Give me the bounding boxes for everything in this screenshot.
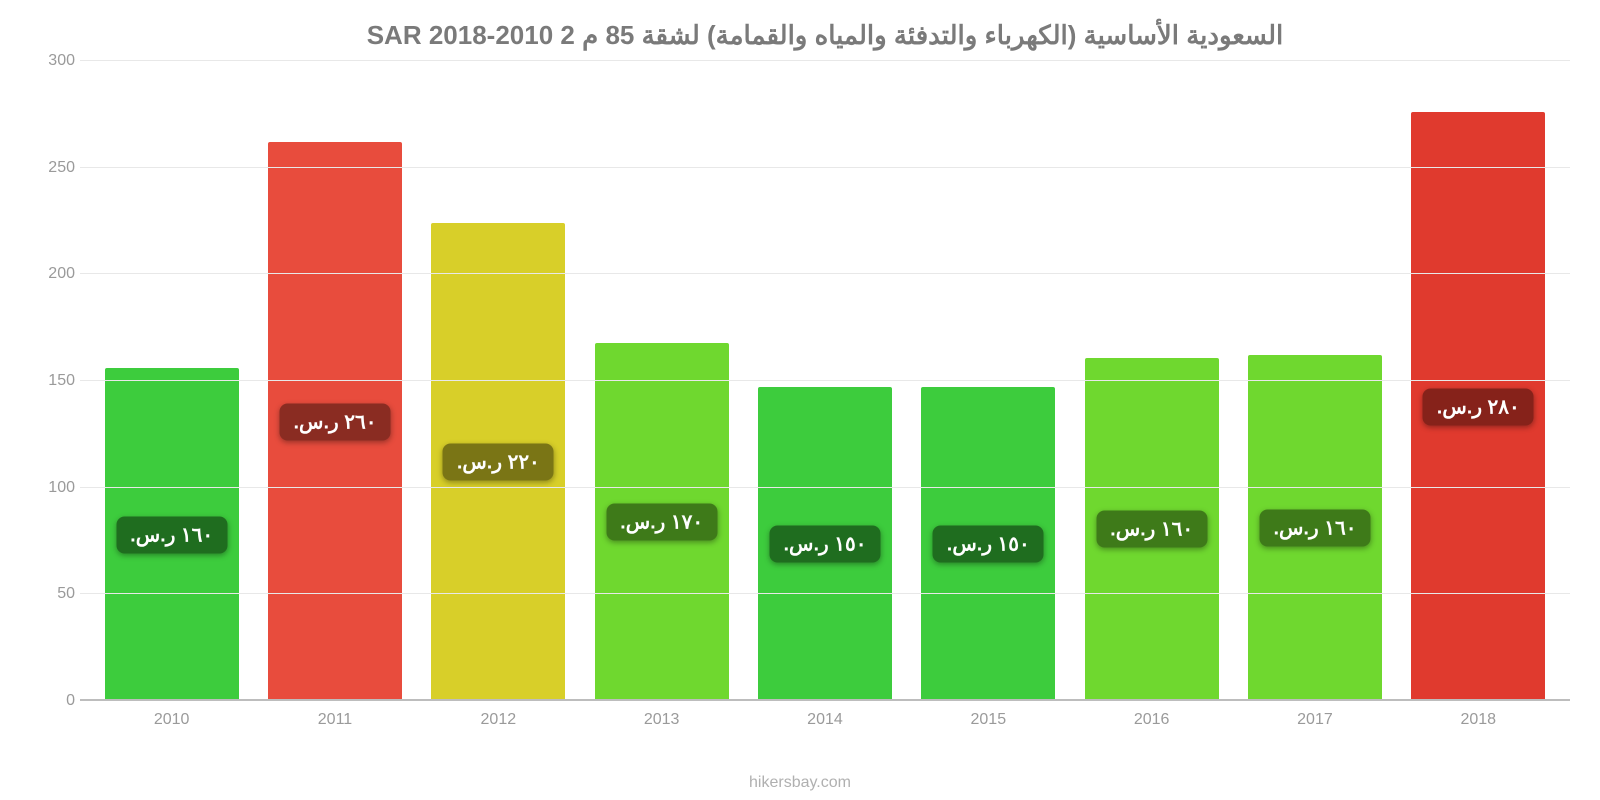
bar: ١٥٠ ر.س.‏ — [758, 387, 892, 701]
x-tick-label: 2011 — [318, 711, 352, 729]
bar-chart: السعودية الأساسية (الكهرباء والتدفئة وال… — [0, 0, 1600, 800]
chart-title: السعودية الأساسية (الكهرباء والتدفئة وال… — [80, 20, 1570, 51]
bar-slot: ١٦٠ ر.س.‏2016 — [1070, 61, 1233, 701]
bar-slot: ٢٨٠ ر.س.‏2018 — [1397, 61, 1560, 701]
bar-slot: ١٧٠ ر.س.‏2013 — [580, 61, 743, 701]
bar: ٢٢٠ ر.س.‏ — [431, 223, 565, 701]
bar: ١٦٠ ر.س.‏ — [1085, 358, 1219, 701]
bar: ١٦٠ ر.س.‏ — [105, 368, 239, 701]
y-axis: 050100150200250300 — [20, 61, 75, 701]
bar-value-label: ٢٢٠ ر.س.‏ — [443, 444, 554, 481]
bar-value-label: ١٦٠ ر.س.‏ — [1259, 510, 1370, 547]
grid-line — [80, 273, 1570, 274]
bar-slot: ١٥٠ ر.س.‏2014 — [743, 61, 906, 701]
bar-value-label: ١٥٠ ر.س.‏ — [769, 526, 880, 563]
x-tick-label: 2010 — [154, 711, 190, 729]
bar-value-label: ٢٨٠ ر.س.‏ — [1423, 388, 1534, 425]
x-tick-label: 2013 — [644, 711, 680, 729]
x-tick-label: 2014 — [807, 711, 843, 729]
grid-line — [80, 593, 1570, 594]
bar: ١٧٠ ر.س.‏ — [595, 343, 729, 701]
bar-value-label: ١٦٠ ر.س.‏ — [116, 516, 227, 553]
x-axis-baseline — [80, 699, 1570, 701]
bar-slot: ١٦٠ ر.س.‏2010 — [90, 61, 253, 701]
y-tick-label: 50 — [20, 585, 75, 603]
bar: ١٥٠ ر.س.‏ — [921, 387, 1055, 701]
x-tick-label: 2018 — [1460, 711, 1496, 729]
y-tick-label: 250 — [20, 159, 75, 177]
x-tick-label: 2012 — [481, 711, 517, 729]
grid-line — [80, 487, 1570, 488]
y-tick-label: 100 — [20, 479, 75, 497]
y-tick-label: 300 — [20, 52, 75, 70]
bar-value-label: ١٥٠ ر.س.‏ — [933, 526, 1044, 563]
bar-value-label: ١٧٠ ر.س.‏ — [606, 503, 717, 540]
plot-area: 050100150200250300 ١٦٠ ر.س.‏2010٢٦٠ ر.س.… — [80, 61, 1570, 701]
y-tick-label: 0 — [20, 692, 75, 710]
attribution: hikersbay.com — [749, 774, 851, 792]
bar-slot: ١٥٠ ر.س.‏2015 — [907, 61, 1070, 701]
x-tick-label: 2016 — [1134, 711, 1170, 729]
bar: ٢٨٠ ر.س.‏ — [1411, 112, 1545, 701]
bar-slot: ٢٢٠ ر.س.‏2012 — [417, 61, 580, 701]
bars-container: ١٦٠ ر.س.‏2010٢٦٠ ر.س.‏2011٢٢٠ ر.س.‏2012١… — [80, 61, 1570, 701]
bar-value-label: ١٦٠ ر.س.‏ — [1096, 511, 1207, 548]
bar-slot: ٢٦٠ ر.س.‏2011 — [253, 61, 416, 701]
bar-value-label: ٢٦٠ ر.س.‏ — [279, 403, 390, 440]
grid-line — [80, 60, 1570, 61]
grid-line — [80, 167, 1570, 168]
x-tick-label: 2015 — [971, 711, 1007, 729]
bar: ٢٦٠ ر.س.‏ — [268, 142, 402, 701]
y-tick-label: 200 — [20, 265, 75, 283]
grid-line — [80, 380, 1570, 381]
x-tick-label: 2017 — [1297, 711, 1333, 729]
bar: ١٦٠ ر.س.‏ — [1248, 355, 1382, 701]
bar-slot: ١٦٠ ر.س.‏2017 — [1233, 61, 1396, 701]
y-tick-label: 150 — [20, 372, 75, 390]
